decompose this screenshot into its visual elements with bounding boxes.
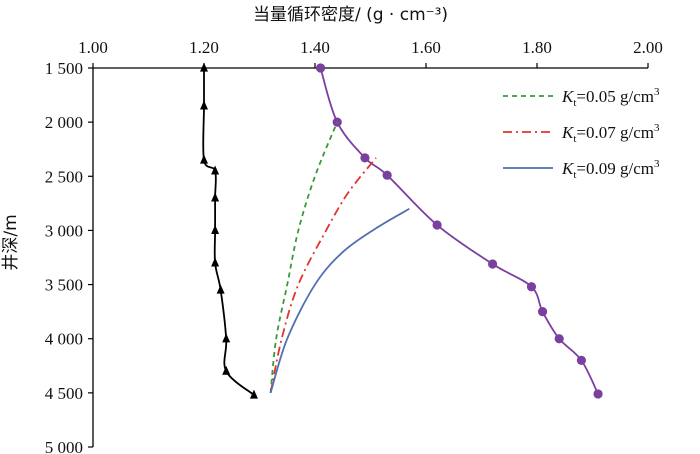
- x-tick-label: 1.20: [189, 38, 219, 57]
- data-point: [554, 334, 564, 344]
- data-point: [211, 192, 220, 202]
- data-point: [249, 389, 258, 399]
- series-kt-0.09: [269, 207, 410, 394]
- y-tick-label: 1 500: [45, 59, 83, 78]
- y-tick-label: 3 500: [45, 276, 83, 295]
- legend-label: Kt=0.07 g/cm3: [561, 122, 660, 145]
- series-purple-circles: [315, 63, 603, 399]
- legend: Kt=0.05 g/cm3 Kt=0.07 g/cm3 Kt=0.09 g/cm3: [503, 86, 660, 181]
- data-point: [211, 165, 220, 175]
- x-tick-label: 1.00: [78, 38, 108, 57]
- data-point: [593, 389, 603, 399]
- series-line: [319, 67, 599, 395]
- series-line: [269, 121, 339, 393]
- y-tick-label: 4 500: [45, 384, 83, 403]
- x-ticks-group: 1.00 1.20 1.40 1.60 1.80 2.00: [78, 38, 663, 68]
- axes-group: [92, 67, 648, 447]
- series-black-triangles: [200, 62, 258, 399]
- data-point: [211, 257, 220, 267]
- series-line: [269, 157, 377, 394]
- data-point: [360, 153, 370, 163]
- y-tick-label: 3 000: [45, 221, 83, 240]
- y-tick-label: 5 000: [45, 438, 83, 454]
- legend-item: Kt=0.07 g/cm3: [503, 122, 660, 145]
- data-point: [200, 154, 208, 164]
- data-point: [216, 284, 225, 294]
- data-point: [576, 355, 587, 365]
- y-ticks-group: 1 500 2 000 2 500 3 000 3 500 4 000 4 500 5 000: [45, 59, 93, 454]
- x-axis-title: 当量循环密度/ (g · cm⁻³): [253, 5, 448, 25]
- data-point: [488, 259, 498, 269]
- data-point: [200, 100, 208, 110]
- series-layer: [200, 62, 603, 399]
- y-tick-label: 2 500: [45, 167, 83, 186]
- legend-item: Kt=0.05 g/cm3: [503, 86, 660, 109]
- y-tick-label: 2 000: [45, 113, 83, 132]
- x-tick-label: 1.60: [411, 38, 441, 57]
- legend-item: Kt=0.09 g/cm3: [503, 158, 660, 181]
- y-tick-label: 4 000: [45, 330, 83, 349]
- data-point: [382, 170, 392, 180]
- y-axis-title: 井深/m: [1, 214, 21, 270]
- x-tick-label: 2.00: [633, 38, 663, 57]
- data-point: [537, 307, 548, 317]
- data-point: [200, 62, 208, 72]
- data-point: [315, 63, 326, 73]
- x-tick-label: 1.80: [522, 38, 552, 57]
- legend-label: Kt=0.09 g/cm3: [561, 158, 660, 181]
- series-kt-0.07: [269, 157, 377, 394]
- data-point: [432, 220, 442, 230]
- series-line: [202, 68, 255, 396]
- data-point: [211, 225, 220, 235]
- series-line: [269, 207, 410, 394]
- data-point: [526, 282, 537, 292]
- x-tick-label: 1.40: [300, 38, 330, 57]
- series-kt-0.05: [269, 121, 339, 393]
- data-point: [222, 365, 231, 375]
- data-point: [222, 333, 231, 343]
- legend-label: Kt=0.05 g/cm3: [561, 86, 660, 109]
